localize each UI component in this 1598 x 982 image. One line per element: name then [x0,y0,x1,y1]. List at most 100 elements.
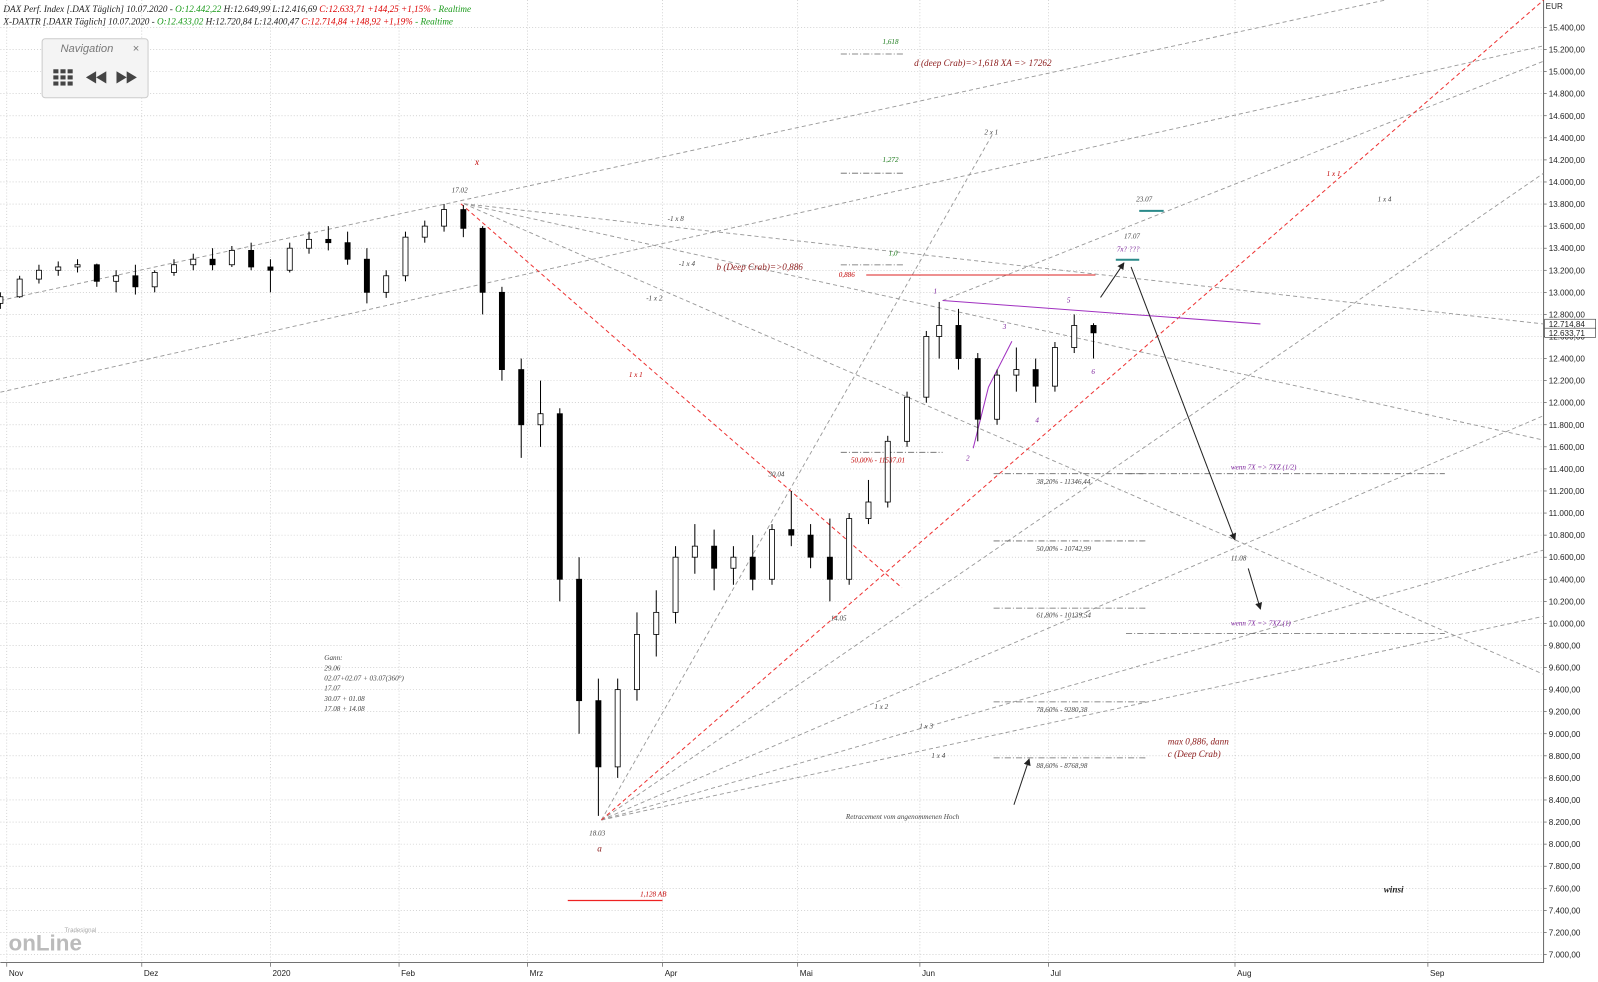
y-tick-label: 9.000,00 [1549,730,1581,739]
y-tick-label: 7.600,00 [1549,884,1581,893]
annotation: 38,20% - 11346,44 [1035,478,1091,486]
candle-body [865,501,872,519]
annotation: 11.08 [1231,554,1247,562]
y-tick-label: 12.200,00 [1549,377,1586,386]
navigation-close[interactable]: × [133,43,140,55]
y-tick-label: 11.600,00 [1549,443,1585,452]
y-tick-label: 12.000,00 [1549,399,1586,408]
candle-body [955,325,962,359]
candle-body [807,534,814,558]
annotation: Retracement vom angenommenen Hoch [845,813,960,821]
annotation: -1 x 2 [646,295,663,303]
candle-body [74,264,81,268]
candle-body [614,689,621,768]
annotations: 1,618 1,272 1,0 d (deep Crab)=>1,618 XA … [323,38,1404,899]
annotation: winsi [1384,884,1404,894]
navigation-panel: Navigation × [41,38,149,99]
y-tick-label: 15.200,00 [1549,46,1586,55]
candle-body [711,545,718,569]
y-tick-label: 14.200,00 [1549,156,1586,165]
candle-body [1051,347,1058,387]
annotation: 2 [966,454,970,462]
rewind-button[interactable] [85,71,107,84]
candle-body [209,258,216,266]
annotation: 30.07 + 01.08 [323,695,365,703]
navigation-title: Navigation [60,43,113,55]
annotation: 5 [1067,297,1071,305]
fib-lines [567,53,1445,902]
y-tick-label: 9.800,00 [1549,642,1581,651]
y-tick-label: 13.200,00 [1549,266,1586,275]
forward-button[interactable] [116,71,137,84]
candle-body [556,413,563,580]
candle-body [479,227,486,293]
annotation: c (Deep Crab) [1168,749,1221,759]
y-tick-label: 13.600,00 [1549,222,1586,231]
y-tick-label: 11.000,00 [1549,509,1585,518]
grid-button[interactable] [53,69,73,86]
candle-body [0,296,4,304]
x-tick-label: 2020 [272,969,291,978]
candle-body [518,369,525,426]
candle-body [576,578,583,702]
trend-lines [0,0,1544,821]
candle-body [325,238,332,244]
annotation: 1,0 [889,250,898,258]
candle-body [1090,325,1097,334]
annotation: 7x? ??? [1117,246,1140,254]
x-tick-label: Feb [401,969,415,978]
candle-body [653,611,660,635]
y-tick-label: 9.400,00 [1549,686,1581,695]
candle-body [35,269,42,280]
annotation: wenn 7X => 7XZ (1/2) [1231,464,1297,472]
candle-body [16,278,23,298]
candle-body [994,374,1001,420]
header-part: DAX Perf. Index [.DAX Täglich] 10.07.202… [2,4,175,14]
annotation: 23.07 [1136,196,1152,204]
y-tick-label: 11.800,00 [1549,421,1585,430]
candle-body [151,272,158,288]
annotation: -1 x 4 [679,260,696,268]
annotation: 61,80% - 10139,54 [1036,611,1091,619]
y-tick-label: 10.000,00 [1549,619,1586,628]
candle-body [846,518,853,580]
candle-body [904,396,910,442]
annotation: 1 x 4 [1378,196,1392,204]
candle-body [441,209,448,227]
grid [0,0,1544,963]
annotation: 3 [1002,323,1007,331]
header-part: X-DAXTR [.DAXR Täglich] 10.07.2020 - [2,16,157,26]
y-tick-label: 7.800,00 [1549,862,1581,871]
annotation: 18.03 [589,829,605,837]
header-part: H:12.649,99 L:12.416,69 [223,4,318,14]
header-part: - Realtime [433,4,471,14]
candle-body [691,545,698,558]
y-tick-label: 12.800,00 [1549,310,1586,319]
annotation: 17.08 + 14.08 [324,705,365,713]
annotation: x [474,157,479,167]
annotation: 6 [1091,368,1095,376]
y-tick-label: 14.800,00 [1549,90,1586,99]
y-tick-label: 14.600,00 [1549,112,1586,121]
annotation: 1 x 2 [874,703,888,711]
annotation: b (Deep Crab)=>0,886 [716,262,803,272]
y-tick-label: 7.200,00 [1549,928,1581,937]
candle-body [267,266,274,271]
annotation: d (deep Crab)=>1,618 XA => 17262 [914,58,1052,68]
annotation: 14.05 [831,614,847,622]
header-line: X-DAXTR [.DAXR Täglich] 10.07.2020 - O:1… [2,16,453,26]
candle-body [730,556,737,569]
annotation: 1 x 4 [931,752,945,760]
candle-body [383,275,390,293]
candle-body [769,529,775,580]
annotation: 29.06 [324,664,340,672]
candle-body [498,291,505,370]
candle-body [672,556,679,613]
x-tick-label: Jul [1051,969,1062,978]
candle-body [1071,325,1078,348]
annotation: a [597,844,602,854]
header-part: - Realtime [415,16,453,26]
annotation: 1,128 AB [640,890,667,898]
y-tick-label: 13.000,00 [1549,288,1586,297]
y-tick-label: 15.400,00 [1549,24,1586,33]
